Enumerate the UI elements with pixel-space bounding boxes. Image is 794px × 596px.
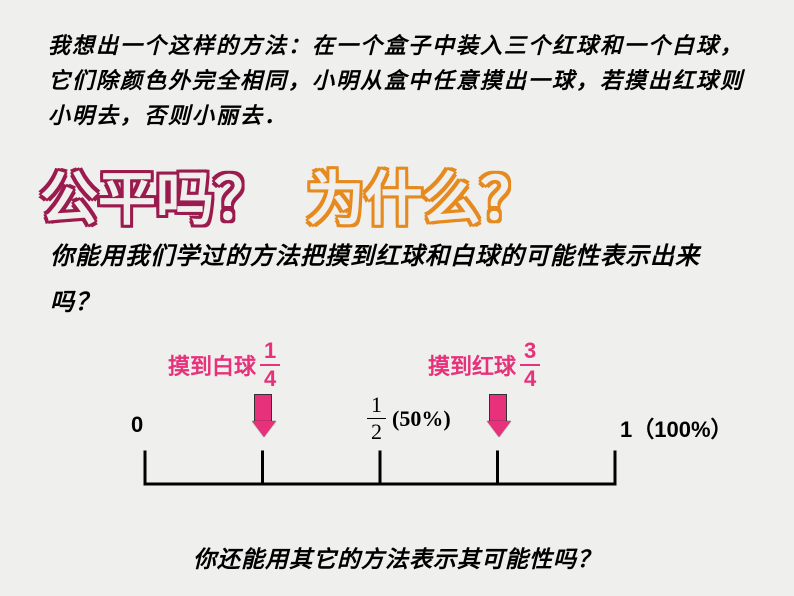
number-line xyxy=(0,334,794,514)
headline-right: 为什么？ xyxy=(306,167,538,232)
headline-row: 公平吗？ 为什么？ xyxy=(40,152,754,236)
headline-left: 公平吗？ xyxy=(40,167,272,232)
probability-diagram: 摸到白球 1 4 摸到红球 3 4 1 2 (50%) 0 1（100%） xyxy=(0,334,794,514)
intro-paragraph: 我想出一个这样的方法：在一个盒子中装入三个红球和一个白球，它们除颜色外完全相同，… xyxy=(48,28,746,134)
question-3: 你还能用其它的方法表示其可能性吗？ xyxy=(0,540,794,574)
question-2: 你能用我们学过的方法把摸到红球和白球的可能性表示出来吗？ xyxy=(50,234,744,325)
